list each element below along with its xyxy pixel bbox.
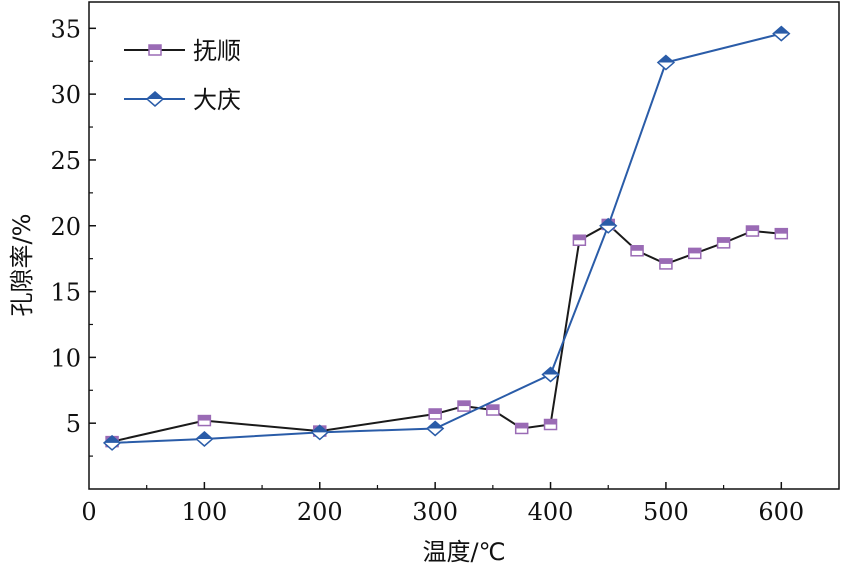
marker-point	[772, 25, 791, 42]
tick-labels: 0 100 200 300 400 500 600 5 10 15 20 25 30 35	[50, 15, 804, 526]
series-layer	[102, 25, 791, 451]
marker-point	[426, 420, 445, 437]
marker-point	[197, 414, 212, 427]
legend-entry: 抚顺	[124, 37, 241, 65]
series-1	[105, 218, 789, 448]
marker-point	[486, 404, 500, 416]
marker-point	[102, 434, 122, 451]
x-tick-label: 400	[528, 498, 574, 526]
marker-point	[630, 245, 644, 257]
marker-point	[745, 225, 760, 237]
legend-label: 大庆	[193, 86, 241, 114]
series-line	[111, 223, 782, 443]
y-tick-label: 10	[50, 344, 81, 372]
marker-point	[310, 424, 329, 441]
marker-point	[541, 366, 560, 383]
marker-legend	[148, 44, 162, 56]
marker-point	[656, 54, 676, 71]
y-tick-label: 30	[50, 81, 81, 109]
marker-point	[774, 227, 789, 240]
y-tick-label: 20	[50, 213, 81, 241]
x-axis-title: 温度/℃	[422, 538, 505, 566]
axis-ticks	[89, 27, 783, 489]
x-tick-label: 100	[181, 498, 227, 526]
y-tick-label: 15	[50, 279, 81, 307]
x-tick-label: 300	[412, 498, 458, 526]
marker-point	[543, 418, 558, 431]
x-tick-label: 600	[758, 498, 804, 526]
y-tick-label: 25	[50, 147, 81, 175]
marker-point	[195, 430, 214, 447]
marker-legend	[145, 91, 165, 107]
marker-point	[514, 422, 529, 435]
series-line	[112, 32, 782, 444]
plot-frame	[88, 1, 840, 490]
marker-point	[572, 234, 587, 246]
legend-entry: 大庆	[124, 86, 241, 114]
legend-label: 抚顺	[193, 37, 241, 65]
x-tick-label: 500	[643, 498, 689, 526]
y-tick-label: 5	[66, 410, 81, 438]
marker-point	[599, 217, 618, 234]
x-tick-label: 200	[297, 498, 343, 526]
x-tick-label: 0	[81, 498, 96, 526]
series-2	[102, 25, 791, 451]
marker-point	[716, 237, 731, 249]
marker-point	[428, 408, 442, 420]
marker-point	[659, 258, 673, 270]
y-tick-label: 35	[50, 15, 81, 43]
marker-point	[688, 247, 702, 260]
marker-point	[457, 400, 471, 412]
y-axis-title: 孔隙率/%	[8, 214, 36, 317]
